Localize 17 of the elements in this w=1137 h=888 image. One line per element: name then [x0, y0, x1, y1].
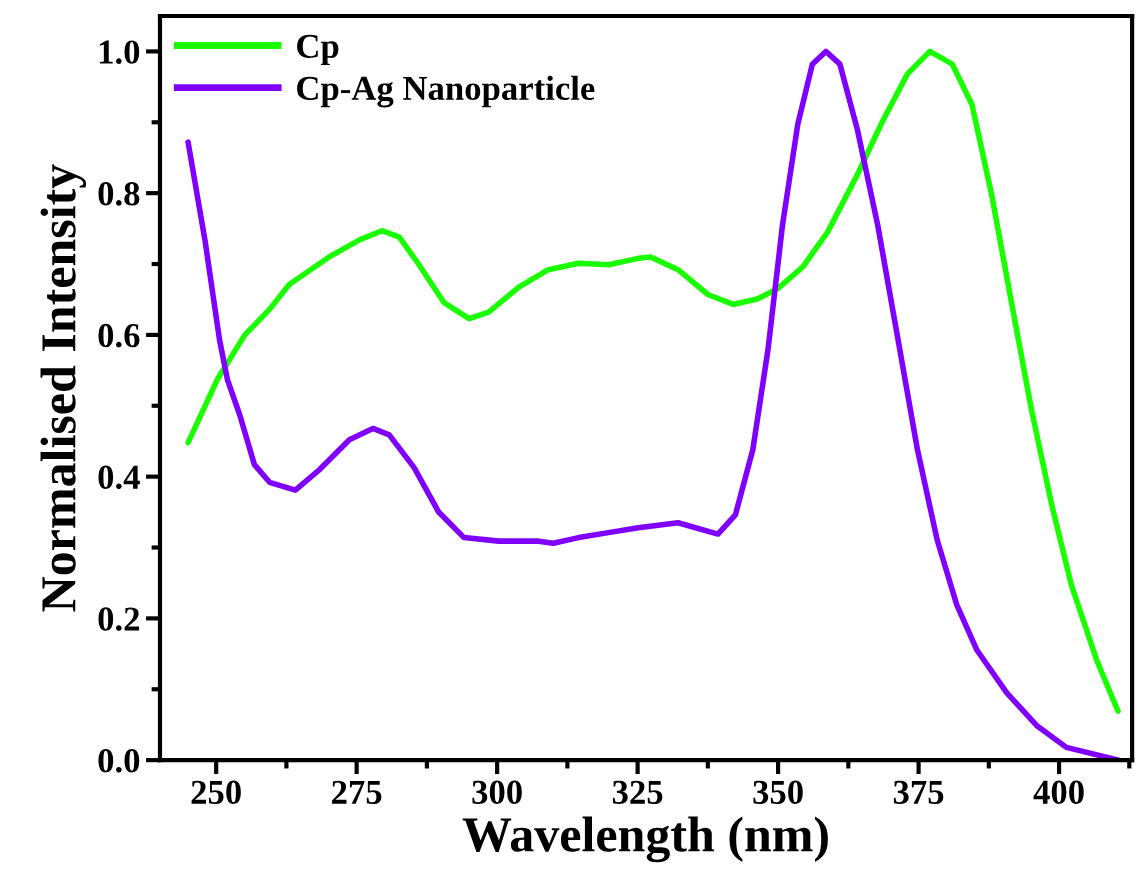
y-tick-label: 1.0 — [99, 40, 140, 64]
x-tick-label: 325 — [612, 780, 663, 805]
legend-label: Cp — [297, 34, 339, 66]
x-tick-label: 400 — [1033, 780, 1084, 805]
legend-label: Cp-Ag Nanoparticle — [297, 75, 595, 108]
x-tick-label: 250 — [191, 780, 241, 805]
y-tick-label: 0.4 — [98, 465, 140, 490]
x-tick-label: 275 — [332, 780, 382, 805]
x-tick-label: 350 — [753, 780, 803, 805]
x-axis-title: Wavelength (nm) — [462, 816, 828, 863]
y-tick-label: 0.8 — [98, 182, 140, 206]
x-tick-label: 375 — [893, 780, 944, 805]
y-tick-label: 0.0 — [98, 749, 140, 773]
y-tick-label: 0.6 — [98, 323, 140, 348]
y-tick-label: 0.2 — [98, 607, 140, 631]
y-axis-title: Normalised Intensity — [40, 164, 87, 612]
x-tick-label: 300 — [472, 780, 522, 805]
